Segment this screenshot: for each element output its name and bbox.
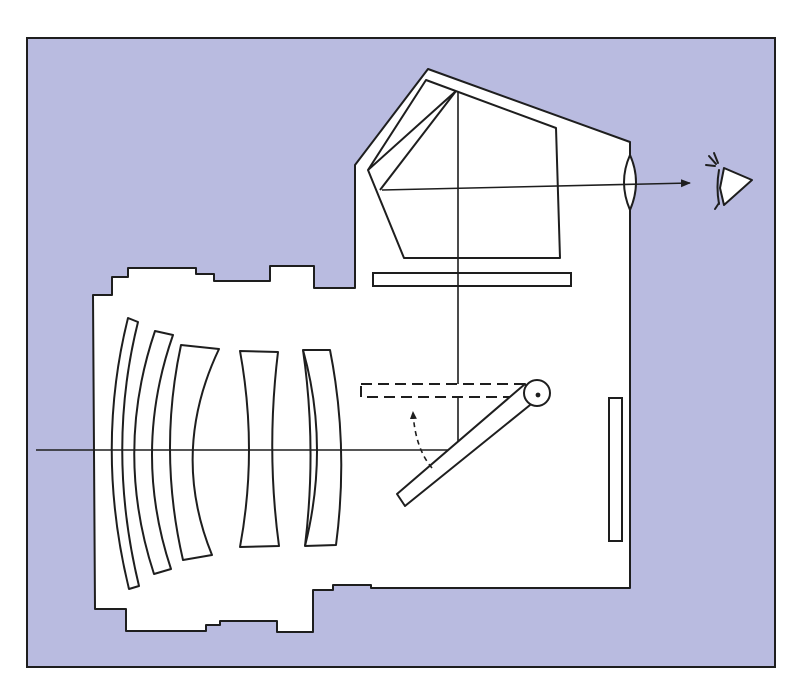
pentaprism: [367, 79, 561, 259]
lens-element-3: [168, 344, 220, 561]
eyepiece-lens: [623, 152, 637, 213]
film-plane: [608, 397, 623, 542]
focusing-screen: [372, 272, 572, 287]
lens-element-5-inner: [302, 349, 312, 547]
mirror-raised-position: [360, 383, 534, 398]
reflex-mirror: [396, 379, 551, 507]
lens-element-4: [239, 350, 280, 548]
light-ray-exit: [381, 179, 691, 191]
mirror-swing-arrow: [409, 411, 433, 469]
eye-icon: [705, 152, 753, 210]
lens-element-2: [133, 330, 174, 575]
lens-element-5: [302, 349, 343, 547]
lens-elements: [110, 317, 343, 590]
lens-element-1: [110, 317, 140, 590]
